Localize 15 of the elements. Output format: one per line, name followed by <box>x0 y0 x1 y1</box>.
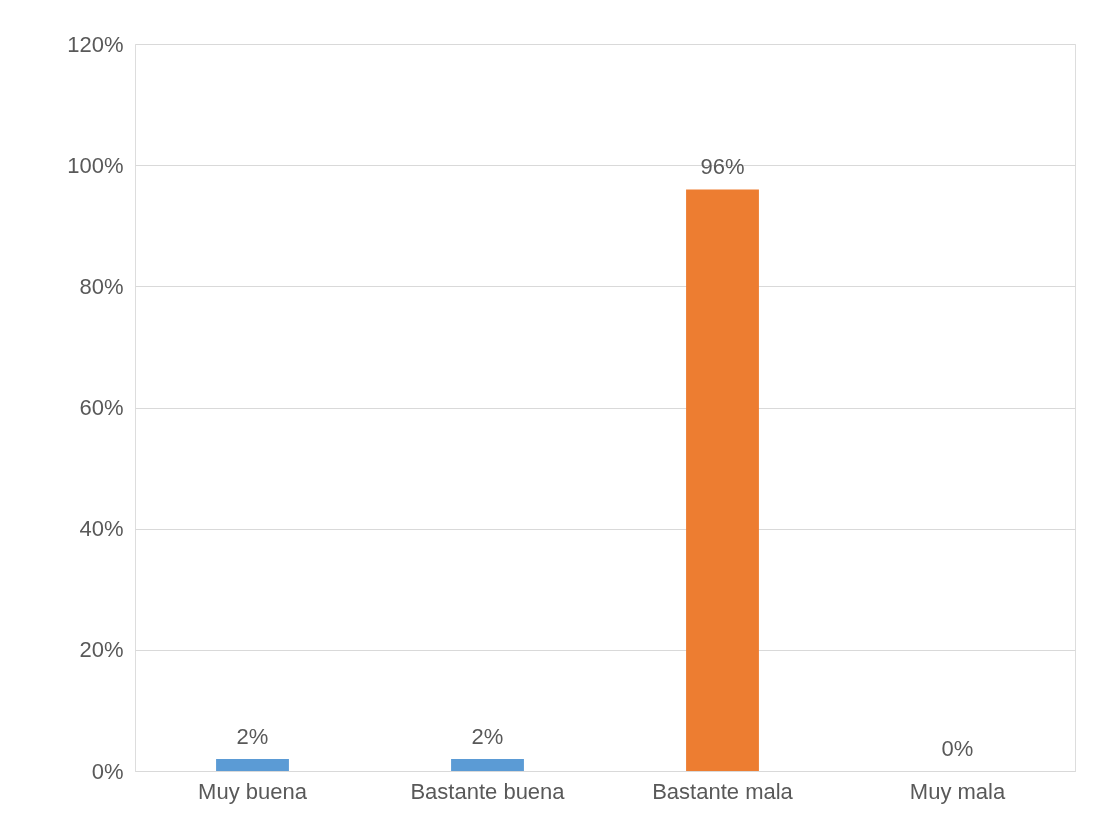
data-label: 0% <box>941 736 974 761</box>
data-label: 96% <box>700 154 745 180</box>
y-tick-label: 0% <box>91 758 124 784</box>
y-tick-label: 80% <box>79 273 124 299</box>
x-tick-label: Bastante mala <box>652 778 794 804</box>
y-tick-label: 120% <box>67 31 124 57</box>
y-tick-label: 100% <box>67 152 124 178</box>
y-tick-label: 40% <box>79 516 124 542</box>
y-tick-label: 20% <box>79 637 124 663</box>
data-label: 2% <box>471 723 504 749</box>
y-tick-label: 60% <box>79 395 124 420</box>
x-tick-label: Muy mala <box>909 778 1006 804</box>
x-tick-label: Bastante buena <box>410 778 566 804</box>
x-tick-label: Muy buena <box>198 778 308 804</box>
data-label: 2% <box>236 723 269 749</box>
